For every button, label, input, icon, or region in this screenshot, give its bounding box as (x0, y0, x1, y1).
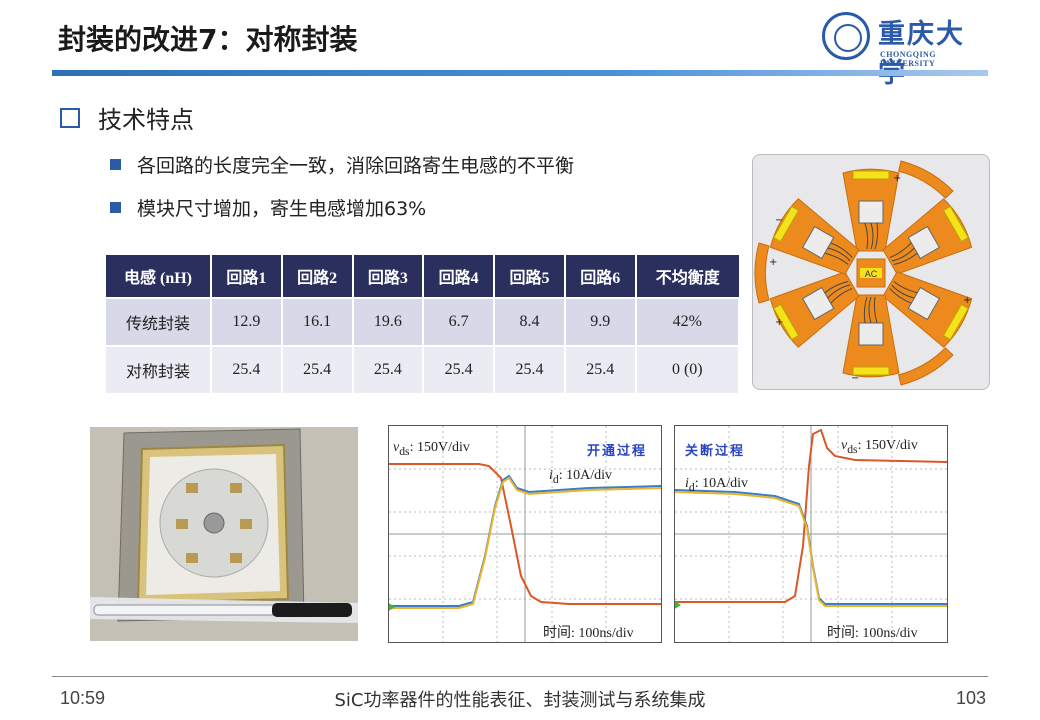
logo-text-en: CHONGQING UNIVERSITY (880, 50, 937, 68)
table-cell: 42% (635, 297, 741, 346)
table-header-cell: 回路4 (423, 255, 496, 298)
table-header-cell: 电感 (nH) (106, 255, 212, 298)
page-title: 封装的改进7：对称封装 (58, 23, 358, 56)
plus-label: + (893, 173, 901, 184)
id-scale-label: id: 10A/div (685, 476, 748, 494)
footer-divider (52, 676, 988, 677)
bullet-text: 各回路的长度完全一致，消除回路寄生电感的不平衡 (137, 155, 575, 177)
table-cell: 12.9 (211, 297, 283, 346)
table-header-cell: 不均衡度 (635, 255, 739, 298)
turn-on-oscilloscope: vds: 150V/div 开通过程 id: 10A/div 时间: 100ns… (388, 425, 662, 643)
turn-off-waveform-svg (675, 426, 947, 642)
bullet-item: 模块尺寸增加，寄生电感增加63% (110, 194, 426, 221)
table-cell: 6.7 (423, 297, 496, 346)
table-header-cell: 回路1 (211, 255, 283, 298)
table-cell: 25.4 (564, 345, 637, 393)
turn-on-waveform-svg (389, 426, 661, 642)
table-header-cell: 回路6 (564, 255, 637, 298)
table-cell: 9.9 (564, 297, 637, 346)
ac-label: AC (865, 269, 878, 279)
table-cell: 16.1 (281, 297, 354, 346)
table-cell: 25.4 (352, 345, 425, 393)
university-seal-icon (822, 12, 870, 60)
title-divider (52, 70, 988, 76)
table-row: 传统封装 12.9 16.1 19.6 6.7 8.4 9.9 42% (106, 297, 741, 346)
plus-label: + (775, 317, 783, 328)
table-row-label: 对称封装 (106, 345, 212, 393)
footer-time: 10:59 (60, 688, 106, 708)
table-row-label: 传统封装 (106, 297, 212, 346)
table-header-row: 电感 (nH) 回路1 回路2 回路3 回路4 回路5 回路6 不均衡度 (106, 255, 739, 298)
checkbox-square-icon (60, 107, 80, 128)
turn-off-title: 关断过程 (685, 444, 746, 459)
table-cell: 8.4 (494, 297, 566, 346)
table-row: 对称封装 25.4 25.4 25.4 25.4 25.4 25.4 0 (0) (106, 345, 741, 393)
page-number: 103 (955, 688, 986, 708)
table-cell: 25.4 (423, 345, 496, 393)
prototype-photo-svg (90, 427, 358, 641)
table-cell: 19.6 (352, 297, 425, 346)
turn-on-title: 开通过程 (587, 444, 648, 459)
bullet-text: 模块尺寸增加，寄生电感增加63% (137, 198, 427, 220)
section-heading: 技术特点 (60, 100, 194, 135)
module-prototype-photo (90, 427, 358, 641)
id-scale-label: id: 10A/div (549, 468, 612, 486)
minus-label: − (775, 215, 783, 226)
table-header-cell: 回路5 (494, 255, 566, 298)
vds-scale-label: vds: 150V/div (393, 440, 470, 458)
square-bullet-icon (110, 202, 121, 213)
section-heading-text: 技术特点 (98, 106, 194, 134)
turn-off-oscilloscope: 关断过程 vds: 150V/div id: 10A/div 时间: 100ns… (674, 425, 948, 643)
square-bullet-icon (110, 159, 121, 170)
table-cell: 25.4 (281, 345, 354, 393)
minus-label: − (851, 373, 859, 384)
time-scale-label: 时间: 100ns/div (827, 626, 918, 641)
table-header-cell: 回路2 (281, 255, 354, 298)
table-cell: 25.4 (211, 345, 283, 393)
plus-label: + (963, 295, 971, 306)
inductance-table: 电感 (nH) 回路1 回路2 回路3 回路4 回路5 回路6 不均衡度 传统封… (106, 255, 741, 393)
table-cell: 25.4 (494, 345, 566, 393)
bullet-item: 各回路的长度完全一致，消除回路寄生电感的不平衡 (110, 151, 574, 178)
table-header-cell: 回路3 (352, 255, 425, 298)
vds-scale-label: vds: 150V/div (841, 438, 918, 456)
table-cell: 0 (0) (635, 345, 741, 393)
footer-title: SiC功率器件的性能表征、封装测试与系统集成 (334, 690, 706, 711)
module-layout-svg: AC + − + + − + (754, 160, 973, 386)
time-scale-label: 时间: 100ns/div (543, 626, 634, 641)
university-logo: 重庆大学 CHONGQING UNIVERSITY (822, 12, 992, 89)
symmetric-module-diagram: AC + − + + − + (752, 154, 990, 390)
plus-label: + (769, 257, 777, 268)
